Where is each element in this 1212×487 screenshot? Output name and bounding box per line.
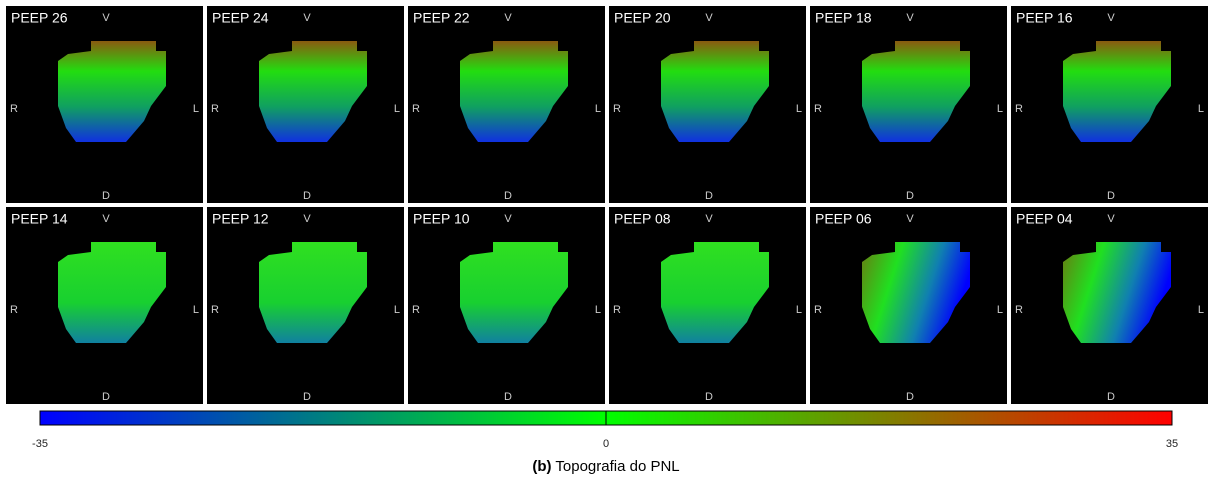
panel-label: PEEP 20	[614, 10, 671, 26]
orientation-top: V	[1107, 12, 1115, 24]
panel-label: PEEP 24	[212, 10, 269, 26]
panel-label: PEEP 12	[212, 211, 269, 227]
orientation-left: R	[211, 103, 219, 115]
panel: PEEP 06 V R L D	[810, 207, 1007, 404]
orientation-top: V	[1107, 213, 1115, 225]
orientation-left: R	[613, 304, 621, 316]
orientation-right: L	[1198, 103, 1204, 115]
orientation-right: L	[595, 103, 601, 115]
caption: (b) Topografia do PNL	[532, 458, 679, 475]
panel: PEEP 12 V R L D	[207, 207, 404, 404]
orientation-left: R	[412, 103, 420, 115]
orientation-top: V	[102, 213, 110, 225]
orientation-top: V	[303, 12, 311, 24]
orientation-top: V	[906, 12, 914, 24]
orientation-top: V	[705, 12, 713, 24]
orientation-bottom: D	[906, 391, 914, 403]
panel-label: PEEP 18	[815, 10, 872, 26]
panel: PEEP 20 V R L D	[609, 6, 806, 203]
panel: PEEP 04 V R L D	[1011, 207, 1208, 404]
orientation-top: V	[102, 12, 110, 24]
orientation-top: V	[705, 213, 713, 225]
orientation-left: R	[814, 103, 822, 115]
orientation-left: R	[412, 304, 420, 316]
panel-label: PEEP 26	[11, 10, 68, 26]
panel: PEEP 22 V R L D	[408, 6, 605, 203]
panel: PEEP 24 V R L D	[207, 6, 404, 203]
panel: PEEP 16 V R L D	[1011, 6, 1208, 203]
panel-label: PEEP 14	[11, 211, 68, 227]
caption-text: Topografia do PNL	[555, 458, 679, 475]
orientation-bottom: D	[705, 190, 713, 202]
panel: PEEP 18 V R L D	[810, 6, 1007, 203]
panel: PEEP 14 V R L D	[6, 207, 203, 404]
orientation-bottom: D	[102, 190, 110, 202]
panel: PEEP 08 V R L D	[609, 207, 806, 404]
panel-label: PEEP 08	[614, 211, 671, 227]
orientation-right: L	[193, 103, 199, 115]
orientation-bottom: D	[1107, 391, 1115, 403]
orientation-top: V	[303, 213, 311, 225]
orientation-bottom: D	[303, 391, 311, 403]
orientation-right: L	[595, 304, 601, 316]
orientation-right: L	[394, 103, 400, 115]
orientation-right: L	[193, 304, 199, 316]
orientation-left: R	[814, 304, 822, 316]
orientation-bottom: D	[705, 391, 713, 403]
panel-label: PEEP 10	[413, 211, 470, 227]
orientation-left: R	[10, 103, 18, 115]
panel: PEEP 10 V R L D	[408, 207, 605, 404]
orientation-bottom: D	[303, 190, 311, 202]
orientation-top: V	[504, 213, 512, 225]
orientation-right: L	[997, 103, 1003, 115]
orientation-left: R	[1015, 103, 1023, 115]
orientation-left: R	[613, 103, 621, 115]
orientation-bottom: D	[102, 391, 110, 403]
orientation-right: L	[394, 304, 400, 316]
orientation-right: L	[796, 304, 802, 316]
panel: PEEP 26 V R L D	[6, 6, 203, 203]
panel-label: PEEP 06	[815, 211, 872, 227]
panel-label: PEEP 22	[413, 10, 470, 26]
panel-label: PEEP 16	[1016, 10, 1073, 26]
orientation-bottom: D	[504, 190, 512, 202]
panel-label: PEEP 04	[1016, 211, 1073, 227]
orientation-bottom: D	[906, 190, 914, 202]
colorbar-tick-label: 0	[603, 438, 609, 450]
orientation-left: R	[10, 304, 18, 316]
orientation-top: V	[504, 12, 512, 24]
orientation-bottom: D	[1107, 190, 1115, 202]
colorbar-tick-label: -35	[32, 438, 48, 450]
caption-label: (b)	[532, 458, 551, 475]
orientation-top: V	[906, 213, 914, 225]
orientation-right: L	[796, 103, 802, 115]
orientation-right: L	[997, 304, 1003, 316]
orientation-left: R	[1015, 304, 1023, 316]
orientation-left: R	[211, 304, 219, 316]
colorbar-tick-label: 35	[1166, 438, 1178, 450]
figure: (b) Topografia do PNL PEEP 26VRLDPEEP 24…	[0, 0, 1212, 487]
orientation-bottom: D	[504, 391, 512, 403]
orientation-right: L	[1198, 304, 1204, 316]
